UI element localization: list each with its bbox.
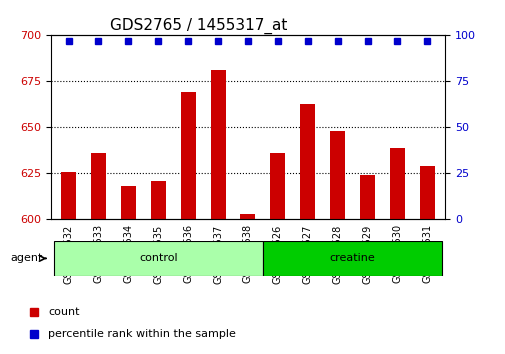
Bar <box>389 148 404 219</box>
Text: creatine: creatine <box>329 253 375 263</box>
Bar <box>180 92 195 219</box>
Bar <box>210 70 225 219</box>
Bar <box>419 166 434 219</box>
Text: agent: agent <box>11 253 43 263</box>
Bar <box>240 214 255 219</box>
Bar <box>121 186 135 219</box>
Text: count: count <box>48 307 79 318</box>
Bar <box>330 131 344 219</box>
Text: percentile rank within the sample: percentile rank within the sample <box>48 329 235 339</box>
Bar <box>360 175 374 219</box>
FancyBboxPatch shape <box>54 241 263 276</box>
Bar <box>61 172 76 219</box>
Bar <box>91 153 106 219</box>
Text: GDS2765 / 1455317_at: GDS2765 / 1455317_at <box>110 18 287 34</box>
Bar <box>150 181 166 219</box>
Text: control: control <box>139 253 177 263</box>
Bar <box>299 103 315 219</box>
Bar <box>270 153 285 219</box>
FancyBboxPatch shape <box>263 241 441 276</box>
